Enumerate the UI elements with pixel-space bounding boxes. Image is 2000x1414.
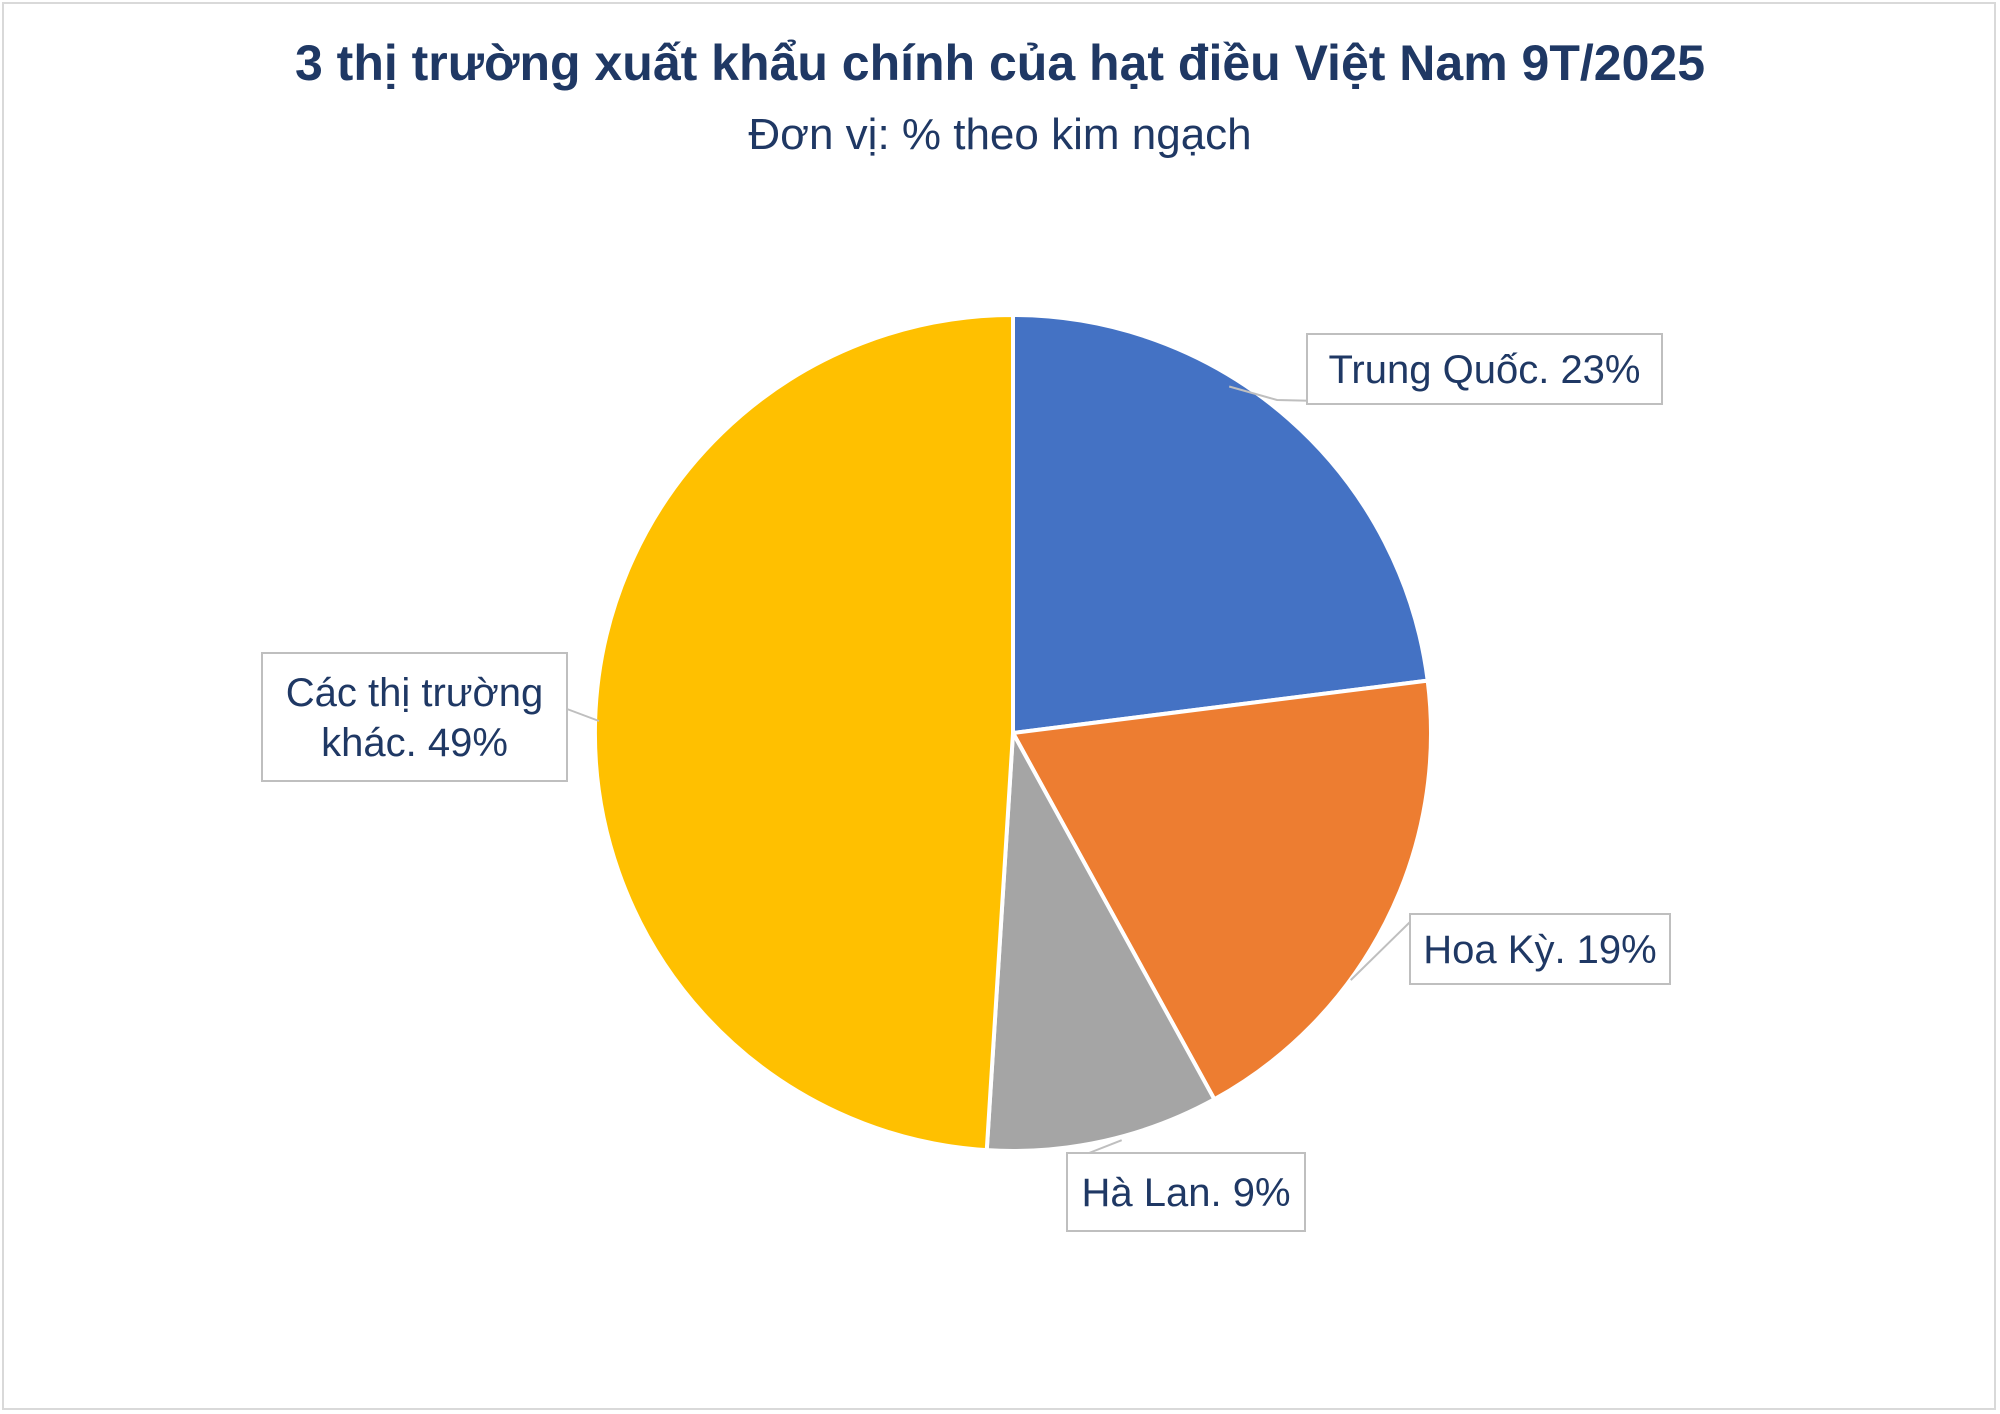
pie-slice-2	[1011, 678, 1433, 1102]
data-label-box-1	[1306, 333, 1663, 405]
pie-slices	[592, 313, 1433, 1153]
data-label-box-4	[261, 652, 568, 782]
data-label-3-line-1: Hà Lan. 9%	[1081, 1171, 1290, 1215]
data-label-4-line-2: khác. 49%	[321, 721, 508, 765]
data-label-2-line-1: Hoa Kỳ. 19%	[1423, 928, 1656, 972]
data-label-box-3	[1066, 1152, 1306, 1232]
chart-title: 3 thị trường xuất khẩu chính của hạt điề…	[294, 35, 1706, 91]
pie-slice-1	[1011, 313, 1430, 735]
leader-line-2	[1350, 921, 1411, 981]
pie-slice-3	[984, 731, 1217, 1153]
data-label-4-line-1: Các thị trường	[286, 671, 544, 715]
data-label-1-line-1: Trung Quốc. 23%	[1328, 348, 1640, 392]
pie-labels: Trung Quốc. 23% Hoa Kỳ. 19% Hà Lan. 9% Các …	[261, 333, 1671, 1232]
leader-line-3	[1088, 1139, 1123, 1154]
pie-slice-4	[592, 313, 1015, 1153]
chart-subtitle: Đơn vị: % theo kim ngạch	[748, 110, 1252, 159]
leader-line-4	[566, 708, 600, 722]
data-label-box-2	[1409, 913, 1671, 985]
